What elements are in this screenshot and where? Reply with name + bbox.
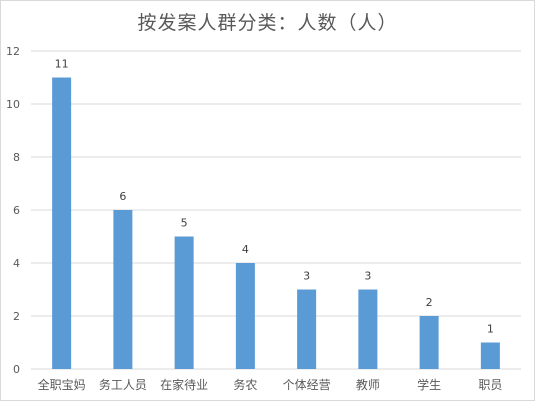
data-label: 11 xyxy=(55,58,69,71)
bar xyxy=(297,289,317,369)
y-tick-label: 10 xyxy=(6,98,20,111)
bar xyxy=(235,263,255,369)
data-label: 3 xyxy=(303,270,310,283)
y-tick-label: 8 xyxy=(13,151,20,164)
data-label: 6 xyxy=(119,190,126,203)
x-tick-label: 务工人员 xyxy=(99,377,147,392)
x-tick-label: 教师 xyxy=(356,377,380,392)
data-label: 3 xyxy=(364,270,371,283)
bar xyxy=(358,289,378,369)
x-tick-label: 务农 xyxy=(233,377,257,392)
data-label: 2 xyxy=(426,296,433,309)
bar xyxy=(113,210,133,369)
bar xyxy=(174,236,194,369)
y-tick-label: 6 xyxy=(13,204,20,217)
x-tick-label: 在家待业 xyxy=(160,377,208,392)
y-tick-label: 4 xyxy=(13,257,20,270)
bar xyxy=(419,316,439,369)
x-tick-label: 职员 xyxy=(478,378,502,392)
x-tick-label: 全职宝妈 xyxy=(38,377,86,392)
chart-title: 按发案人群分类：人数（人） xyxy=(137,12,398,34)
x-tick-label: 学生 xyxy=(417,377,441,392)
y-tick-label: 2 xyxy=(13,310,20,323)
bar xyxy=(52,77,72,369)
bar xyxy=(480,342,500,369)
data-label: 4 xyxy=(242,243,249,256)
y-tick-label: 0 xyxy=(13,363,20,376)
x-tick-label: 个体经营 xyxy=(283,378,331,392)
y-tick-label: 12 xyxy=(6,45,20,58)
data-label: 5 xyxy=(181,217,188,230)
data-label: 1 xyxy=(487,323,494,336)
